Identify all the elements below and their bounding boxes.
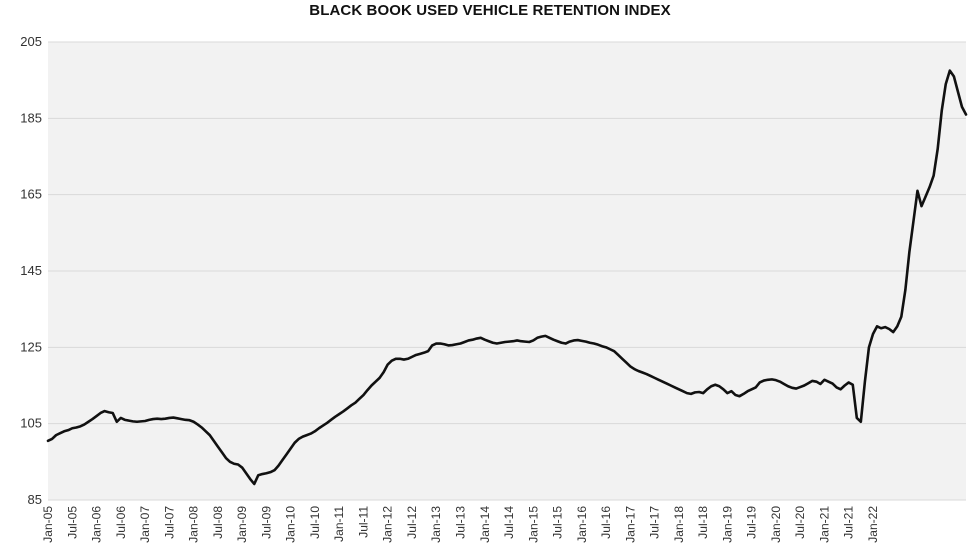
x-tick-label: Jan-06	[90, 506, 104, 543]
x-tick-label: Jul-05	[65, 506, 79, 539]
x-tick-label: Jan-19	[720, 506, 734, 543]
x-tick-label: Jan-14	[478, 506, 492, 543]
y-tick-label: 165	[20, 187, 42, 202]
y-tick-label: 145	[20, 263, 42, 278]
x-tick-label: Jan-18	[672, 506, 686, 543]
x-tick-label: Jan-05	[41, 506, 55, 543]
x-tick-label: Jan-12	[381, 506, 395, 543]
x-tick-label: Jan-11	[332, 506, 346, 542]
gridlines	[48, 41, 966, 501]
x-tick-label: Jul-06	[114, 506, 128, 539]
x-tick-label: Jul-09	[259, 506, 273, 539]
y-axis-ticks: 85 105 125 145 165 185 205	[20, 34, 42, 507]
x-tick-label: Jan-15	[526, 506, 540, 543]
x-tick-label: Jul-07	[162, 506, 176, 539]
x-tick-label: Jan-17	[623, 506, 637, 543]
x-tick-label: Jan-08	[187, 506, 201, 543]
y-tick-label: 185	[20, 110, 42, 125]
x-tick-label: Jul-08	[211, 506, 225, 539]
x-tick-label: Jan-22	[866, 506, 880, 543]
x-tick-label: Jan-10	[284, 506, 298, 543]
x-tick-label: Jul-10	[308, 506, 322, 539]
chart-title: BLACK BOOK USED VEHICLE RETENTION INDEX	[309, 2, 671, 19]
x-tick-label: Jan-09	[235, 506, 249, 543]
x-tick-label: Jul-15	[551, 506, 565, 539]
y-tick-label: 125	[20, 339, 42, 354]
x-axis-ticks: Jan-05 Jul-05 Jan-06 Jul-06 Jan-07 Jul-07 Jan-…	[41, 506, 880, 543]
x-tick-label: Jul-13	[453, 506, 467, 539]
x-tick-label: Jan-21	[817, 506, 831, 543]
x-tick-label: Jul-17	[648, 506, 662, 539]
x-tick-label: Jul-14	[502, 506, 516, 539]
series-line	[46, 69, 968, 486]
x-tick-label: Jul-18	[696, 506, 710, 539]
x-tick-label: Jul-21	[842, 506, 856, 539]
x-tick-label: Jul-20	[793, 506, 807, 539]
x-tick-label: Jul-12	[405, 506, 419, 539]
x-tick-label: Jan-16	[575, 506, 589, 543]
x-tick-label: Jan-20	[769, 506, 783, 543]
y-tick-label: 205	[20, 34, 42, 49]
y-tick-label: 105	[20, 416, 42, 431]
x-tick-label: Jul-11	[356, 506, 370, 538]
x-tick-label: Jul-16	[599, 506, 613, 539]
y-tick-label: 85	[28, 492, 42, 507]
x-tick-label: Jan-07	[138, 506, 152, 543]
x-tick-label: Jan-13	[429, 506, 443, 543]
x-tick-label: Jul-19	[745, 506, 759, 539]
